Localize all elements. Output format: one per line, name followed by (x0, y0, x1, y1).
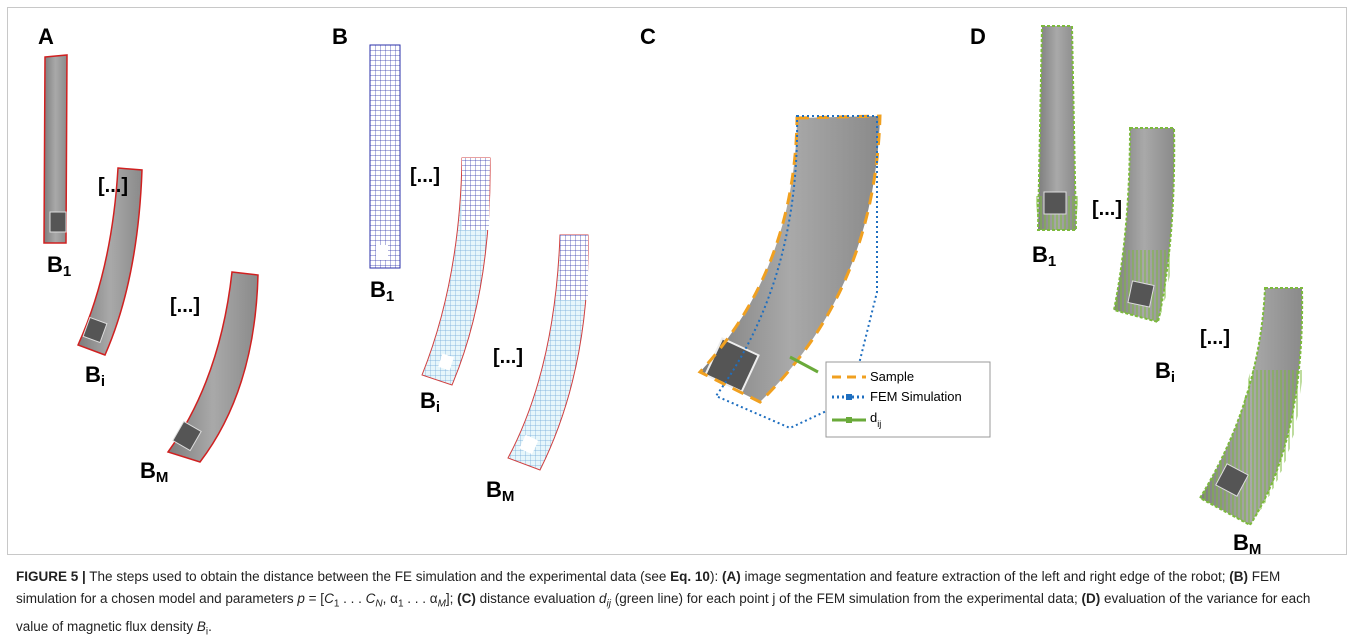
fem-mesh (560, 235, 588, 300)
page: A B1 [...] Bi [...] BM B B1 [...] Bi [..… (0, 0, 1354, 623)
panel-d: D B1 [...] Bi [...] BM (970, 24, 1302, 558)
state-label: B1 (370, 277, 394, 305)
fem-mesh (370, 45, 400, 268)
magnet-hole (376, 245, 388, 260)
ellipsis: [...] (1092, 198, 1122, 220)
caption: FIGURE 5 | The steps used to obtain the … (16, 566, 1341, 643)
ellipsis: [...] (410, 165, 440, 187)
fem-mesh (462, 158, 490, 230)
caption-text: M (438, 599, 446, 610)
magnet (50, 212, 66, 232)
distance-hatch (1200, 370, 1302, 525)
caption-text: The steps used to obtain the distance be… (86, 569, 670, 584)
caption-text: ]; (446, 591, 457, 606)
caption-text: . . . (339, 591, 365, 606)
caption-text: C (324, 591, 334, 606)
state-label: B1 (1032, 242, 1056, 270)
state-label: BM (1233, 530, 1261, 558)
legend-label: FEM Simulation (870, 389, 962, 404)
state-label: B1 (47, 252, 71, 280)
caption-text: C (366, 591, 376, 606)
caption-text: . (208, 619, 212, 634)
caption-text: (C) (457, 591, 476, 606)
panel-b: B B1 [...] Bi [...] BM (332, 24, 588, 505)
figure: A B1 [...] Bi [...] BM B B1 [...] Bi [..… (0, 0, 1354, 560)
magnet (1128, 281, 1154, 307)
caption-text: Eq. 10 (670, 569, 710, 584)
caption-text: FIGURE 5 | (16, 569, 86, 584)
panel-label: D (970, 24, 986, 49)
caption-text: p (297, 591, 305, 606)
caption-text: d (599, 591, 607, 606)
caption-text: image segmentation and feature extractio… (741, 569, 1230, 584)
ellipsis: [...] (493, 346, 523, 368)
legend-marker (846, 417, 852, 423)
ellipsis: [...] (1200, 327, 1230, 349)
legend-marker (846, 394, 852, 400)
caption-text: (green line) for each point j of the FEM… (611, 591, 1081, 606)
state-label: Bi (85, 362, 105, 390)
state-label: BM (140, 458, 168, 486)
panel-label: A (38, 24, 54, 49)
state-label: Bi (1155, 358, 1175, 386)
panel-label: C (640, 24, 656, 49)
caption-text: . . . α (404, 591, 438, 606)
ellipsis: [...] (98, 175, 128, 197)
caption-text: N (375, 599, 382, 610)
panel-a: A B1 [...] Bi [...] BM (38, 24, 258, 486)
caption-text: (A) (722, 569, 741, 584)
caption-text: ): (710, 569, 722, 584)
ellipsis: [...] (170, 295, 200, 317)
caption-text: = [ (305, 591, 324, 606)
caption-text: B (197, 619, 206, 634)
state-label: Bi (420, 388, 440, 416)
panel-label: B (332, 24, 348, 49)
magnet (1044, 192, 1066, 214)
caption-text: , α (383, 591, 398, 606)
state-label: BM (486, 477, 514, 505)
legend-label: Sample (870, 369, 914, 384)
caption-text: (D) (1081, 591, 1100, 606)
caption-text: distance evaluation (476, 591, 599, 606)
panel-c: C Sample FEM Simulation dij (640, 24, 990, 437)
caption-text: (B) (1229, 569, 1248, 584)
